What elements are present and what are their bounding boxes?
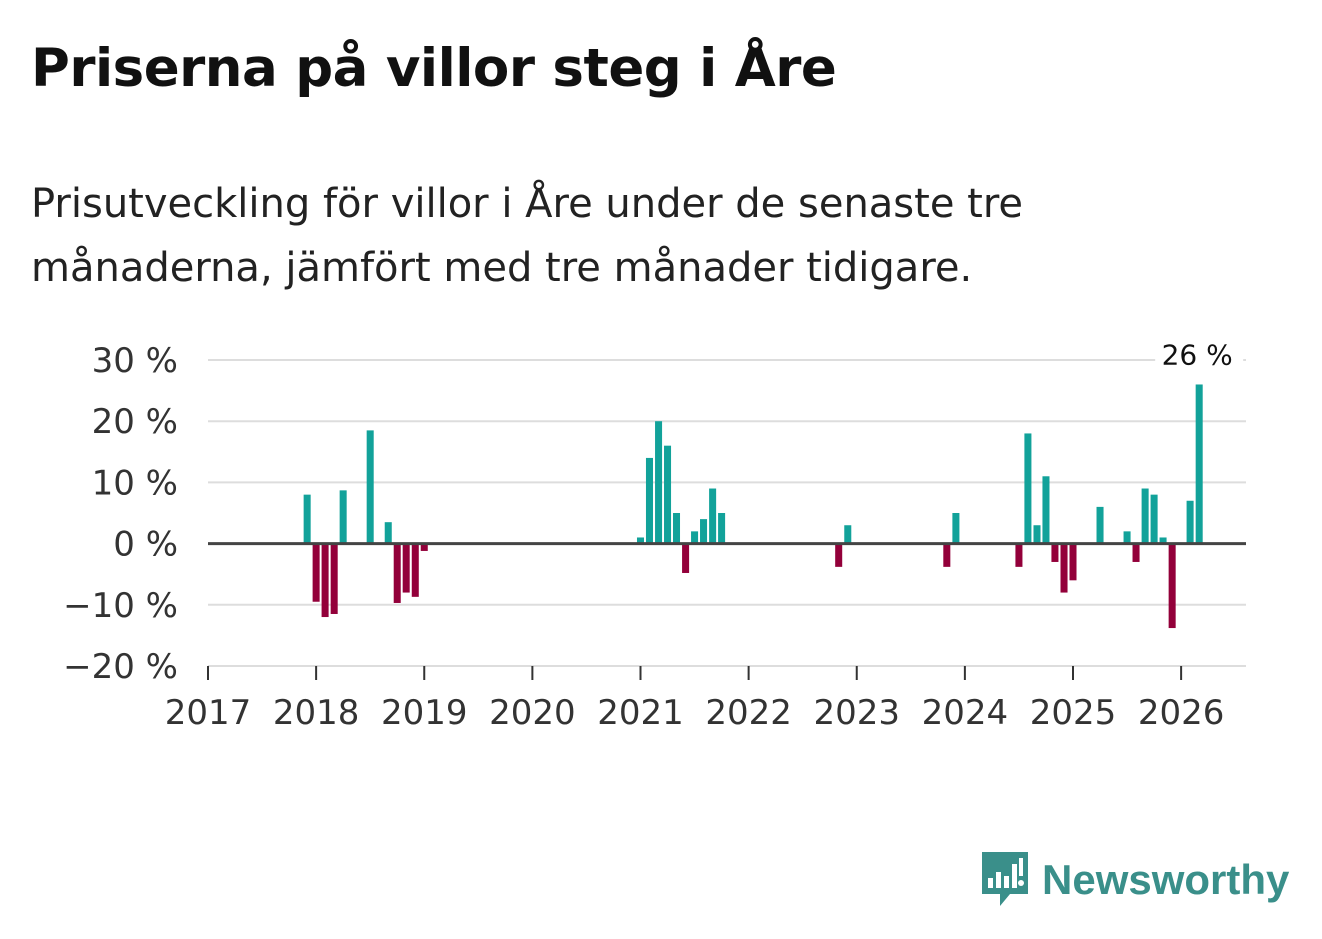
bar	[1159, 537, 1167, 544]
x-tick-label: 2021	[597, 693, 684, 733]
bar	[303, 494, 311, 544]
bar	[700, 519, 708, 544]
newsworthy-logo-icon	[982, 852, 1028, 906]
bar	[1195, 384, 1203, 544]
bar	[943, 543, 951, 567]
chart-subtitle: Prisutveckling för villor i Åre under de…	[31, 181, 1024, 291]
y-axis-ticks: 30 % 20 % 10 % 0 % −10 % −20 %	[63, 341, 178, 687]
bar	[1042, 476, 1050, 544]
bar	[835, 543, 843, 567]
y-tick-label: −20 %	[63, 647, 178, 687]
data-label-26: 26 %	[1162, 338, 1233, 371]
bar	[672, 513, 681, 544]
bar	[844, 525, 852, 544]
bar	[1168, 543, 1176, 629]
y-tick-label: 10 %	[92, 463, 178, 503]
y-tick-label: −10 %	[63, 586, 178, 626]
x-tick-label: 2023	[813, 693, 900, 733]
bar	[393, 543, 401, 603]
bar	[366, 430, 374, 544]
bar	[1024, 433, 1032, 544]
chart-title: Priserna på villor steg i Åre	[31, 38, 837, 99]
bar	[330, 543, 338, 614]
bar	[1033, 525, 1041, 544]
bar	[339, 490, 347, 544]
brand-logo: Newsworthy	[980, 848, 1289, 912]
bar	[312, 543, 320, 602]
x-tick-label: 2018	[273, 693, 360, 733]
bar	[709, 488, 717, 544]
bar	[1060, 543, 1068, 593]
bar	[321, 543, 329, 618]
bar	[691, 531, 699, 544]
bar	[1141, 488, 1149, 544]
gridlines	[208, 359, 1246, 667]
bar	[1123, 531, 1131, 544]
x-tick-label: 2022	[705, 693, 792, 733]
bar	[636, 537, 645, 544]
annotation-background	[1155, 338, 1244, 375]
bar	[718, 513, 726, 544]
bar	[655, 421, 663, 544]
bar	[682, 543, 690, 573]
bar	[664, 445, 672, 544]
y-tick-label: 30 %	[92, 341, 178, 381]
bar	[952, 513, 960, 544]
bars	[303, 384, 1203, 629]
x-tick-label: 2020	[489, 693, 576, 733]
bar	[645, 457, 653, 544]
x-axis-ticks: 2017 2018 2019 2020 2021 2022 2023 2024 2025 2026	[165, 666, 1225, 733]
bar	[411, 543, 419, 597]
y-tick-label: 20 %	[92, 402, 178, 442]
bar	[1051, 543, 1059, 562]
bar	[1150, 494, 1158, 544]
x-tick-label: 2017	[165, 693, 252, 733]
x-tick-label: 2024	[922, 693, 1009, 733]
brand-name: Newsworthy	[1042, 856, 1290, 903]
x-tick-label: 2019	[381, 693, 468, 733]
bar	[384, 522, 392, 544]
bar	[1069, 543, 1077, 581]
annotations: 26 %	[1155, 338, 1244, 375]
bar	[1186, 500, 1194, 544]
x-tick-label: 2025	[1030, 693, 1117, 733]
bar	[1132, 543, 1140, 562]
y-tick-label: 0 %	[113, 525, 178, 565]
bar	[1096, 506, 1104, 544]
bar	[420, 543, 428, 551]
bar	[1015, 543, 1023, 567]
x-tick-label: 2026	[1138, 693, 1225, 733]
bar	[402, 543, 410, 593]
